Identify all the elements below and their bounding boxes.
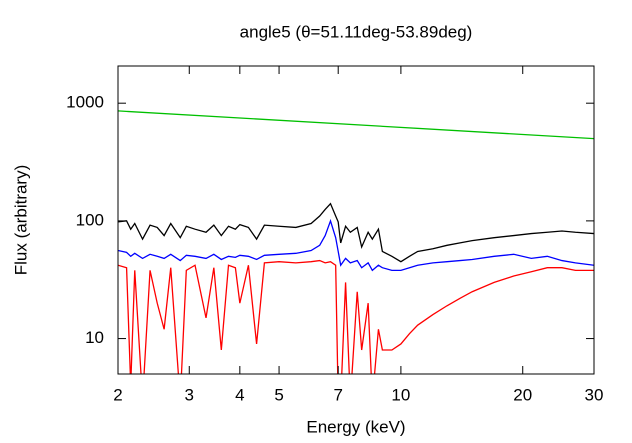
- spectrum-line: [118, 218, 594, 272]
- x-tick-label: 7: [333, 385, 342, 404]
- x-tick-label: 5: [274, 385, 283, 404]
- chart-title: angle5 (θ=51.11deg-53.89deg): [240, 22, 473, 41]
- plot-area: [118, 110, 594, 374]
- plot-frame: [117, 65, 595, 375]
- x-tick-label: 30: [585, 385, 604, 404]
- y-tick-label: 1000: [66, 93, 104, 112]
- x-tick-label: 3: [185, 385, 194, 404]
- spectrum-line: [118, 202, 594, 263]
- y-tick-label: 100: [76, 210, 104, 229]
- x-tick-label: 2: [113, 385, 122, 404]
- spectrum-line: [118, 110, 594, 140]
- x-axis-label: Energy (keV): [306, 417, 405, 436]
- x-tick-label: 10: [391, 385, 410, 404]
- y-axis-label: Flux (arbitrary): [11, 165, 30, 276]
- x-tick-label: 20: [513, 385, 532, 404]
- spectrum-line: [118, 259, 594, 374]
- y-tick-label: 10: [85, 328, 104, 347]
- x-tick-label: 4: [235, 385, 244, 404]
